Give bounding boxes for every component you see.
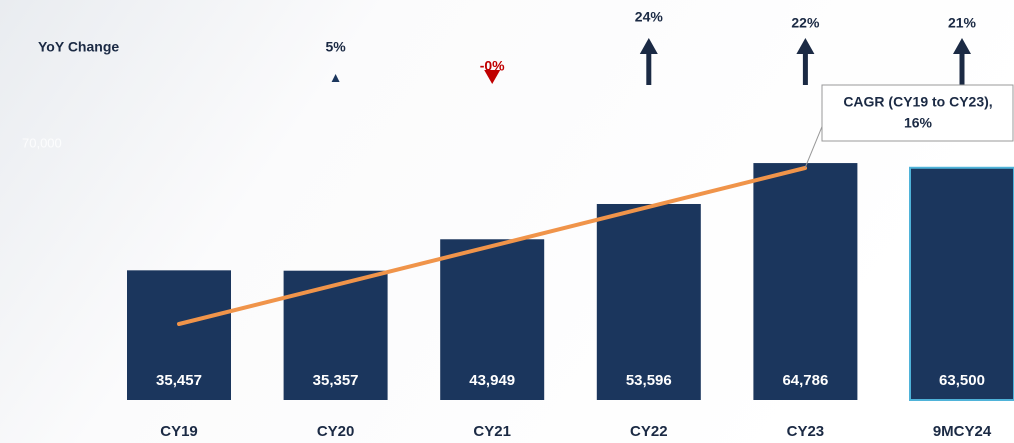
value-label: 35,457 — [156, 372, 202, 389]
cagr-box — [821, 84, 1014, 142]
cagr-text: 16% — [904, 115, 933, 131]
x-tick-label: CY21 — [473, 423, 511, 440]
yoy-label: 24% — [635, 9, 664, 25]
bar — [127, 270, 231, 400]
yoy-label: 22% — [791, 15, 820, 31]
yoy-label: 5% — [325, 39, 346, 55]
value-label: 35,357 — [313, 372, 359, 389]
x-tick-label: CY20 — [317, 423, 355, 440]
value-label: 53,596 — [626, 372, 672, 389]
x-tick-label: CY22 — [630, 423, 668, 440]
value-label: 64,786 — [782, 372, 828, 389]
yoy-label: YoY Change — [38, 39, 119, 55]
yoy-label: -0% — [480, 58, 505, 74]
yoy-arrow — [331, 74, 340, 82]
yoy-arrow — [796, 38, 815, 85]
bar — [596, 203, 701, 400]
yoy-arrow — [484, 70, 501, 84]
value-label: 43,949 — [469, 372, 515, 389]
cagr-text: CAGR (CY19 to CY23), — [843, 94, 992, 110]
x-tick-label: CY19 — [160, 423, 198, 440]
bar — [753, 163, 858, 400]
bar — [440, 239, 545, 400]
x-tick-label: 9MCY24 — [933, 423, 992, 440]
yoy-arrow — [639, 38, 658, 85]
x-tick-label: CY23 — [787, 423, 825, 440]
y-tick-label: 70,000 — [22, 135, 62, 150]
yoy-arrow — [953, 38, 971, 85]
bar — [909, 166, 1014, 401]
yoy-label: 21% — [948, 15, 977, 31]
value-label: 63,500 — [939, 372, 985, 389]
cagr-line — [177, 166, 807, 326]
